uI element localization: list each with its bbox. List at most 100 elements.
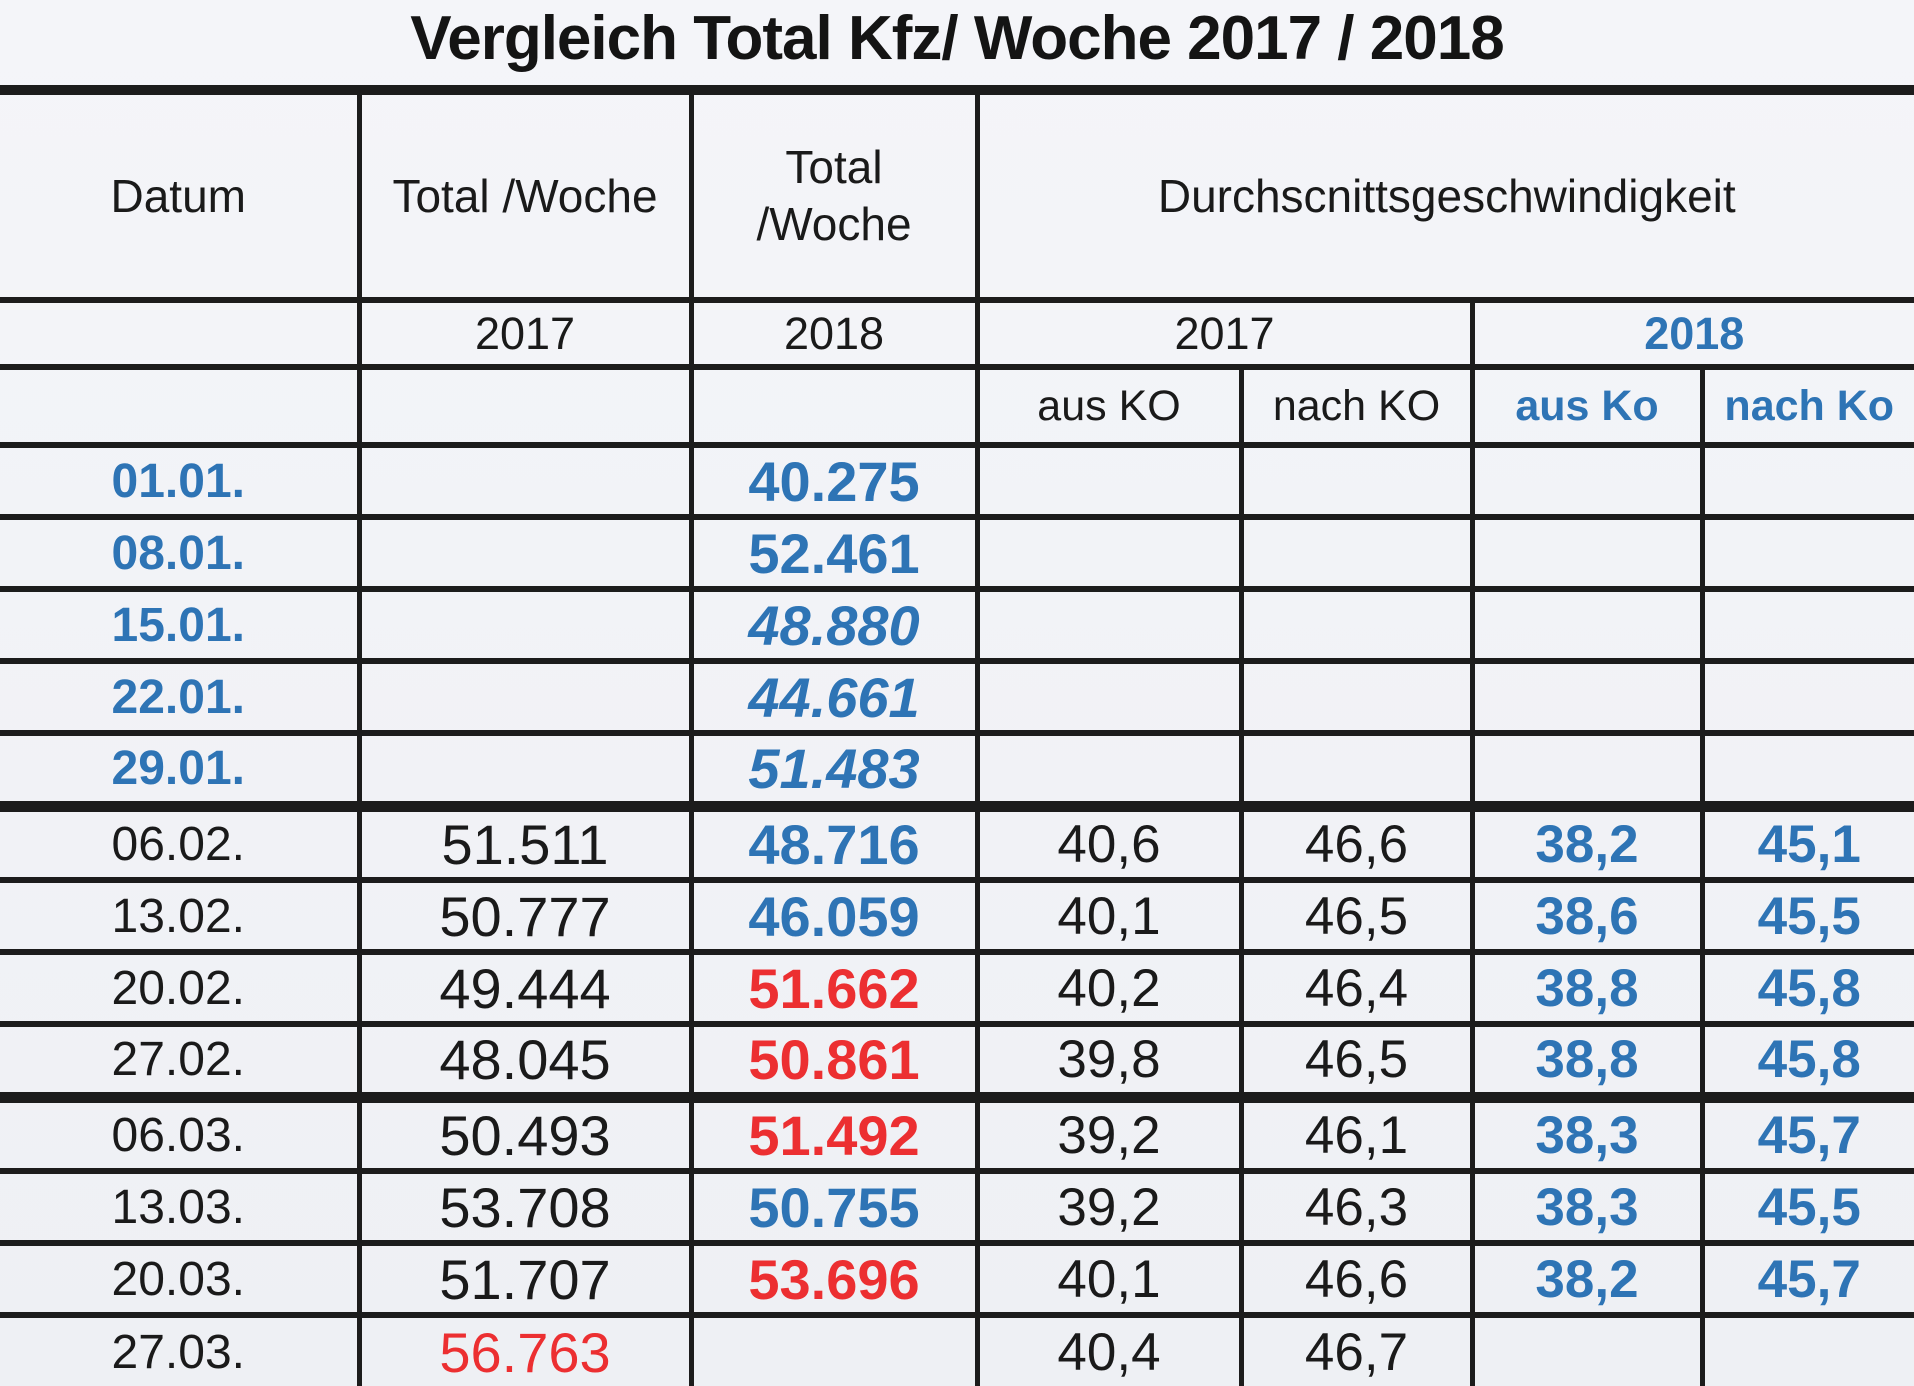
cell-date: 27.03.: [0, 1315, 362, 1386]
header-total-woche-2018-line1: Total: [785, 140, 883, 193]
header-aus-ko-2017: aus KO: [977, 367, 1244, 448]
cell-speed-2017-aus-ko: 40,1: [977, 880, 1244, 955]
cell-speed-2018-nach-ko: 45,5: [1702, 1171, 1914, 1246]
cell-speed-2018-aus-ko: 38,6: [1472, 880, 1705, 955]
cell-speed-2017-nach-ko: [1241, 589, 1475, 664]
data-row-06-03: 06.03. 50.493 51.492 39,2 46,1 38,3 45,7: [0, 1097, 1914, 1174]
cell-date: 13.02.: [0, 880, 362, 955]
header-total-woche-2018-line2: /Woche: [756, 198, 912, 250]
cell-total-woche-2017: 50.777: [359, 880, 694, 955]
cell-speed-2017-aus-ko: [977, 589, 1244, 664]
cell-speed-2018-nach-ko: [1702, 733, 1914, 812]
page-title: Vergleich Total Kfz/ Woche 2017 / 2018: [410, 4, 1504, 73]
cell-speed-2017-nach-ko: 46,5: [1241, 1024, 1475, 1103]
cell-speed-2017-nach-ko: [1241, 445, 1475, 520]
header-year-speed-2017: 2017: [977, 300, 1475, 370]
cell-speed-2018-aus-ko: 38,2: [1472, 1243, 1705, 1318]
cell-speed-2017-aus-ko: [977, 445, 1244, 520]
cell-empty: [691, 367, 980, 448]
cell-total-woche-2018: 48.716: [691, 806, 980, 883]
cell-speed-2017-aus-ko: 40,2: [977, 952, 1244, 1027]
cell-speed-2018-nach-ko: [1702, 445, 1914, 520]
cell-speed-2017-nach-ko: 46,7: [1241, 1315, 1475, 1386]
cell-date: 15.01.: [0, 589, 362, 664]
header-row-years: 2017 2018 2017 2018: [0, 300, 1914, 370]
cell-total-woche-2018: 53.696: [691, 1243, 980, 1318]
cell-total-woche-2018: [691, 1315, 980, 1386]
cell-date: 13.03.: [0, 1171, 362, 1246]
cell-speed-2018-aus-ko: 38,8: [1472, 1024, 1705, 1103]
cell-total-woche-2018: 40.275: [691, 445, 980, 520]
header-nach-ko-2017: nach KO: [1241, 367, 1475, 448]
cell-speed-2017-nach-ko: 46,3: [1241, 1171, 1475, 1246]
data-row-27-02: 27.02. 48.045 50.861 39,8 46,5 38,8 45,8: [0, 1024, 1914, 1103]
cell-date: 29.01.: [0, 733, 362, 812]
cell-speed-2018-nach-ko: 45,1: [1702, 806, 1914, 883]
cell-total-woche-2018: 51.483: [691, 733, 980, 812]
cell-total-woche-2017: [359, 517, 694, 592]
cell-total-woche-2018: 52.461: [691, 517, 980, 592]
cell-total-woche-2018: 46.059: [691, 880, 980, 955]
cell-total-woche-2017: 53.708: [359, 1171, 694, 1246]
cell-speed-2017-nach-ko: [1241, 733, 1475, 812]
cell-speed-2018-nach-ko: [1702, 589, 1914, 664]
cell-speed-2018-nach-ko: 45,8: [1702, 1024, 1914, 1103]
cell-empty: [0, 300, 362, 370]
data-row-20-03: 20.03. 51.707 53.696 40,1 46,6 38,2 45,7: [0, 1243, 1914, 1318]
cell-date: 06.02.: [0, 806, 362, 883]
cell-date: 20.03.: [0, 1243, 362, 1318]
cell-speed-2017-nach-ko: 46,1: [1241, 1097, 1475, 1174]
cell-total-woche-2017: 51.511: [359, 806, 694, 883]
cell-total-woche-2017: 56.763: [359, 1315, 694, 1386]
data-row-01-01: 01.01. 40.275: [0, 445, 1914, 520]
cell-speed-2018-aus-ko: 38,8: [1472, 952, 1705, 1027]
cell-total-woche-2017: 49.444: [359, 952, 694, 1027]
header-year-total-2018: 2018: [691, 300, 980, 370]
cell-speed-2017-aus-ko: 39,8: [977, 1024, 1244, 1103]
cell-speed-2017-aus-ko: 39,2: [977, 1171, 1244, 1246]
cell-speed-2017-nach-ko: [1241, 517, 1475, 592]
cell-speed-2018-nach-ko: 45,8: [1702, 952, 1914, 1027]
cell-total-woche-2017: [359, 733, 694, 812]
cell-speed-2018-aus-ko: [1472, 445, 1705, 520]
data-row-27-03: 27.03. 56.763 40,4 46,7: [0, 1315, 1914, 1386]
cell-total-woche-2018: 50.755: [691, 1171, 980, 1246]
cell-speed-2017-aus-ko: 40,4: [977, 1315, 1244, 1386]
cell-speed-2018-nach-ko: [1702, 661, 1914, 736]
cell-speed-2018-aus-ko: 38,3: [1472, 1171, 1705, 1246]
cell-speed-2018-aus-ko: [1472, 661, 1705, 736]
cell-speed-2017-aus-ko: [977, 517, 1244, 592]
cell-speed-2018-aus-ko: [1472, 1315, 1705, 1386]
cell-speed-2018-aus-ko: [1472, 589, 1705, 664]
cell-date: 06.03.: [0, 1097, 362, 1174]
cell-speed-2018-aus-ko: 38,2: [1472, 806, 1705, 883]
cell-total-woche-2018: 51.492: [691, 1097, 980, 1174]
header-row-ko: aus KO nach KO aus Ko nach Ko: [0, 367, 1914, 448]
cell-total-woche-2018: 48.880: [691, 589, 980, 664]
cell-empty: [359, 367, 694, 448]
header-average-speed: Durchscnittsgeschwindigkeit: [977, 90, 1914, 303]
cell-speed-2018-aus-ko: [1472, 733, 1705, 812]
cell-total-woche-2018: 51.662: [691, 952, 980, 1027]
cell-speed-2018-nach-ko: [1702, 1315, 1914, 1386]
cell-speed-2017-nach-ko: [1241, 661, 1475, 736]
cell-speed-2018-nach-ko: 45,7: [1702, 1097, 1914, 1174]
data-row-20-02: 20.02. 49.444 51.662 40,2 46,4 38,8 45,8: [0, 952, 1914, 1027]
data-row-13-02: 13.02. 50.777 46.059 40,1 46,5 38,6 45,5: [0, 880, 1914, 955]
cell-total-woche-2017: [359, 589, 694, 664]
cell-total-woche-2017: [359, 661, 694, 736]
header-year-total-2017: 2017: [359, 300, 694, 370]
data-row-06-02: 06.02. 51.511 48.716 40,6 46,6 38,2 45,1: [0, 806, 1914, 883]
data-row-13-03: 13.03. 53.708 50.755 39,2 46,3 38,3 45,5: [0, 1171, 1914, 1246]
header-aus-ko-2018: aus Ko: [1472, 367, 1705, 448]
header-row-main: Datum Total /Woche Total /Woche Durchscn…: [0, 90, 1914, 303]
cell-speed-2017-aus-ko: 40,1: [977, 1243, 1244, 1318]
cell-total-woche-2017: 50.493: [359, 1097, 694, 1174]
header-year-speed-2018: 2018: [1472, 300, 1914, 370]
header-total-woche-2017: Total /Woche: [359, 90, 694, 303]
cell-total-woche-2018: 44.661: [691, 661, 980, 736]
cell-date: 22.01.: [0, 661, 362, 736]
comparison-table: Datum Total /Woche Total /Woche Durchscn…: [0, 85, 1914, 1386]
data-row-08-01: 08.01. 52.461: [0, 517, 1914, 592]
